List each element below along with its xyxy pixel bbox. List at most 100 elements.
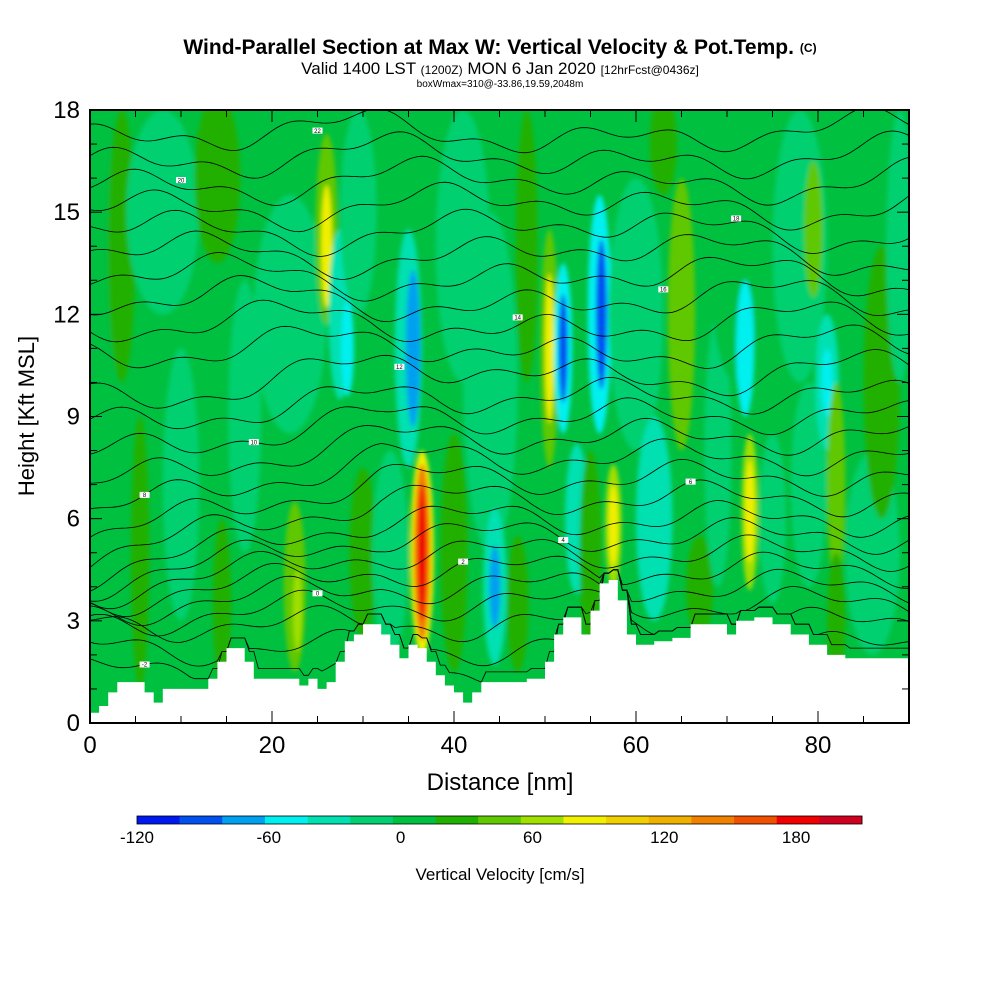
velocity-region-23 [440, 433, 468, 672]
potential-temperature-contours: -2 0 2 4 6 8 10 12 14 16 18 20 22 [90, 110, 909, 683]
velocity-region-40 [608, 178, 664, 451]
isentrope-label-7: 4 [562, 538, 566, 544]
colorbar-swatch-4 [307, 816, 351, 824]
isentrope-label-25: 22 [314, 129, 321, 135]
colorbar-frame [136, 815, 863, 825]
colorbar-swatch-7 [435, 816, 479, 824]
isentrope-7 [90, 517, 909, 602]
colorbar-swatch-5 [350, 816, 394, 824]
velocity-region-37 [595, 239, 607, 390]
isentrope-24 [90, 130, 909, 180]
isentrope-6 [90, 534, 909, 610]
isentrope-label-bg-0 [139, 661, 150, 668]
isentrope-4 [90, 568, 909, 626]
isentrope-21 [90, 208, 909, 257]
isentrope-label-bg-19 [658, 286, 669, 293]
velocity-region-35 [579, 450, 602, 655]
x-axis-ticks: 0 20 40 60 80 [83, 110, 910, 759]
colorbar-label: Vertical Velocity [cm/s] [415, 865, 584, 884]
colorbar-tick-labels: -120 -60 0 60 120 180 [120, 828, 810, 847]
valid-date-text: MON 6 Jan 2020 [467, 59, 596, 78]
velocity-region-28 [506, 535, 529, 672]
isentrope-label-15: 12 [396, 365, 403, 371]
isentrope-label-bg-9 [685, 478, 696, 485]
box-wmax-text: boxWmax=310@-33.86,19.59,2048m [416, 79, 584, 90]
velocity-region-44 [686, 535, 714, 638]
isentrope-label-17: 14 [514, 316, 521, 322]
x-tick-label-20: 20 [259, 732, 286, 759]
velocity-region-22 [417, 484, 427, 621]
valid-time-text: Valid 1400 LST [301, 59, 416, 78]
valid-time-line: Valid 1400 LST (1200Z) MON 6 Jan 2020 [1… [0, 60, 1000, 79]
isentrope-label-bg-7 [558, 537, 569, 543]
isentrope-5 [90, 551, 909, 618]
isentrope-16 [90, 324, 909, 369]
isentrope-label-bg-25 [312, 127, 323, 134]
isentrope-2 [90, 569, 909, 643]
isentrope-label-19: 16 [660, 288, 667, 294]
y-tick-label-0: 0 [67, 710, 80, 737]
isentrope-label-bg-5 [458, 558, 469, 565]
colorbar-swatch-14 [734, 816, 778, 824]
isentrope-label-11: 8 [143, 493, 147, 499]
velocity-region-8 [253, 195, 327, 434]
isentrope-label-3: 0 [316, 592, 320, 598]
isentrope-label-bg-13 [248, 439, 259, 446]
y-tick-label-12: 12 [53, 301, 80, 328]
velocity-region-3 [126, 110, 200, 315]
velocity-region-39 [608, 484, 618, 567]
chart-title-suffix: (C) [799, 41, 817, 55]
colorbar-swatch-6 [392, 816, 436, 824]
isentrope-13 [90, 397, 909, 455]
y-tick-label-3: 3 [67, 608, 80, 635]
velocity-region-15 [340, 110, 377, 315]
velocity-region-56 [827, 382, 846, 587]
colorbar-swatch-16 [819, 816, 863, 824]
y-axis-label: Height [Kft MSL] [14, 336, 39, 496]
plot-area: -2 0 2 4 6 8 10 12 14 16 18 20 22 [90, 110, 909, 723]
colorbar-tick-0: -120 [120, 828, 154, 847]
isentrope-label-23: 20 [178, 178, 185, 184]
isentrope-15 [90, 349, 909, 409]
isentrope-8 [90, 500, 909, 592]
isentrope-25 [90, 110, 909, 154]
isentrope-18 [90, 275, 909, 323]
velocity-region-14 [341, 300, 354, 397]
y-tick-label-18: 18 [53, 97, 80, 124]
velocity-region-55 [821, 348, 833, 417]
velocity-region-29 [515, 110, 538, 383]
isentrope-label-9: 6 [689, 480, 693, 486]
vertical-velocity-field [92, 110, 909, 723]
velocity-region-43 [667, 178, 696, 451]
velocity-region-6 [212, 518, 232, 689]
x-tick-label-0: 0 [83, 732, 96, 759]
isentrope-label-bg-11 [139, 491, 150, 498]
velocity-region-19 [405, 270, 421, 427]
colorbar-swatch-2 [222, 816, 266, 824]
velocity-region-25 [463, 212, 518, 553]
isentrope-17 [90, 299, 909, 343]
x-tick-label-60: 60 [623, 732, 650, 759]
y-tick-label-6: 6 [67, 506, 80, 533]
velocity-region-10 [293, 569, 302, 652]
x-tick-label-40: 40 [441, 732, 468, 759]
colorbar-swatch-9 [520, 816, 564, 824]
velocity-region-41 [636, 416, 673, 621]
velocity-region-33 [558, 293, 568, 403]
isentrope-label-0: -2 [142, 663, 148, 669]
isentrope-12 [90, 417, 909, 484]
colorbar-swatch-3 [264, 816, 308, 824]
isentrope-label-13: 10 [250, 440, 257, 446]
velocity-region-12 [321, 184, 333, 308]
isentrope-22 [90, 181, 909, 233]
colorbar-swatch-10 [563, 816, 607, 824]
velocity-region-52 [790, 382, 828, 587]
x-axis-label: Distance [nm] [427, 769, 574, 796]
velocity-region-31 [545, 273, 554, 424]
colorbar-swatch-13 [691, 816, 735, 824]
colorbar-swatch-1 [179, 816, 223, 824]
isentrope-9 [90, 479, 909, 568]
isentrope-label-bg-21 [731, 215, 742, 222]
terrain-mask [90, 580, 909, 723]
